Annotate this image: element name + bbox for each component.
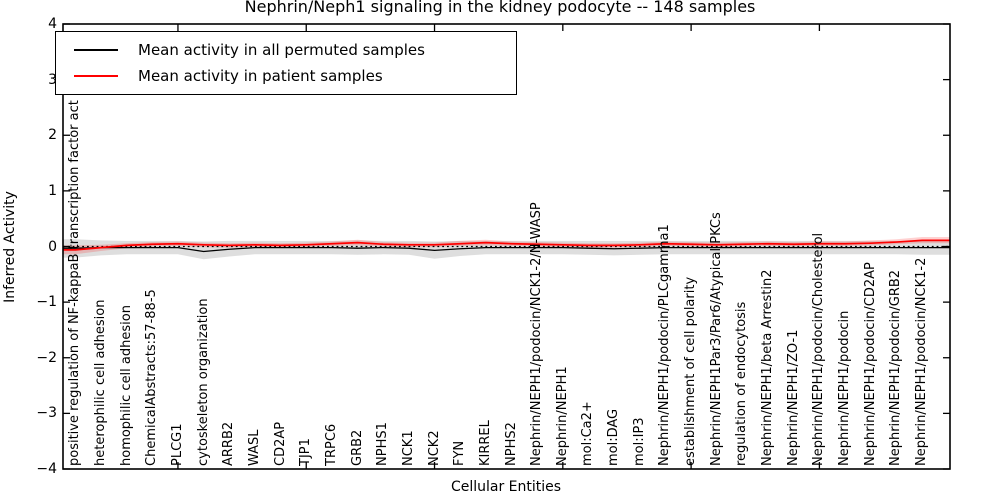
x-category-label: ChemicalAbstracts:57-88-5 — [144, 289, 160, 466]
x-category-label: homophilic cell adhesion — [118, 305, 134, 466]
x-category-label: Nephrin/NEPH1 — [554, 366, 570, 466]
x-category-label: Nephrin/NEPH1/podocin/PLCgamma1 — [657, 224, 673, 466]
y-tick-label: 3 — [48, 71, 57, 88]
x-category-label: Nephrin/NEPH1/podocin/CD2AP — [862, 262, 878, 466]
x-category-label: Nephrin/NEPH1/podocin/NCK1-2 — [914, 257, 930, 466]
x-category-label: PLCG1 — [169, 423, 185, 466]
y-tick-label: 2 — [48, 127, 57, 144]
x-category-label: NPHS1 — [375, 422, 391, 466]
x-category-label: WASL — [246, 429, 262, 466]
y-tick-label: 0 — [48, 238, 57, 255]
x-category-label: mol:DAG — [606, 408, 622, 466]
legend-label: Mean activity in patient samples — [138, 67, 383, 86]
x-category-label: establishment of cell polarity — [683, 276, 699, 466]
legend: Mean activity in all permuted samples Me… — [55, 31, 517, 95]
patient-line-swatch — [74, 75, 118, 78]
x-category-label: regulation of endocytosis — [734, 301, 750, 466]
x-category-label: Nephrin/NEPH1/ZO-1 — [785, 329, 801, 466]
y-tick-label: −2 — [36, 349, 57, 366]
legend-item-permuted: Mean activity in all permuted samples — [56, 41, 516, 59]
permuted-line-swatch — [74, 48, 118, 51]
x-category-label: NCK1 — [400, 430, 416, 466]
patient-sample-range-band — [63, 237, 950, 255]
x-category-label: TRPC6 — [323, 423, 339, 466]
x-category-label: CD2AP — [272, 421, 288, 466]
y-tick-label: −3 — [36, 405, 57, 422]
y-tick-label: 1 — [48, 182, 57, 199]
x-category-label: NCK2 — [426, 430, 442, 466]
x-category-label: ARRB2 — [221, 421, 237, 466]
x-category-label: Nephrin/NEPH1/podocin/NCK1-2/N-WASP — [529, 202, 545, 466]
x-category-label: TJP1 — [298, 438, 314, 466]
x-category-label: cytoskeleton organization — [195, 298, 211, 466]
legend-item-patient: Mean activity in patient samples — [56, 67, 516, 85]
y-tick-label: −4 — [36, 461, 57, 477]
x-category-label: KIRREL — [477, 420, 493, 466]
x-category-label: Nephrin/NEPH1/podocin/Cholesterol — [811, 232, 827, 466]
x-category-label: Nephrin/NEPH1/beta Arrestin2 — [760, 269, 776, 467]
x-category-label: heterophilic cell adhesion — [92, 299, 108, 467]
x-category-label: Nephrin/NEPH1/podocin/GRB2 — [888, 269, 904, 466]
y-tick-label: 4 — [48, 16, 57, 32]
y-tick-label: −1 — [36, 294, 57, 311]
x-category-label: FYN — [452, 440, 468, 466]
x-category-label: Nephrin/NEPH1/podocin — [837, 310, 853, 466]
x-category-label: NPHS2 — [503, 422, 519, 466]
permuted-mean-line — [63, 246, 950, 253]
patient-mean-line — [63, 239, 950, 251]
x-category-label: mol:Ca2+ — [580, 401, 596, 466]
chart-title: Nephrin/Neph1 signaling in the kidney po… — [244, 0, 756, 16]
x-category-label: Nephrin/NEPH1Par3/Par6/Atypical PKCs — [708, 212, 724, 466]
legend-label: Mean activity in all permuted samples — [138, 40, 425, 59]
x-category-label: positive regulation of NF-kappaB transcr… — [67, 100, 83, 466]
x-category-label: mol:IP3 — [631, 417, 647, 466]
x-category-label: GRB2 — [349, 429, 365, 466]
x-axis-label: Cellular Entities — [450, 479, 562, 495]
